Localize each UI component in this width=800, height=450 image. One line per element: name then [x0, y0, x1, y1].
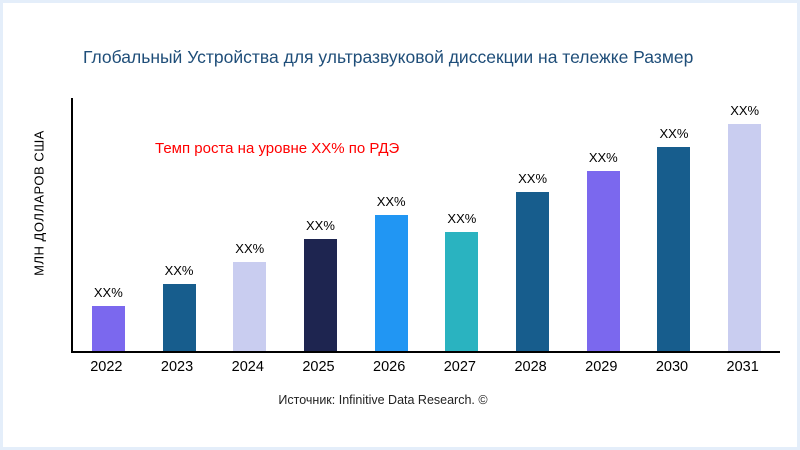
bar-slot: XX%	[639, 126, 710, 351]
bar-2026	[374, 215, 408, 351]
bar-2024	[233, 262, 267, 351]
source-text: Источник: Infinitive Data Research. ©	[278, 393, 488, 407]
bar-slot: XX%	[356, 194, 427, 351]
bar-2022	[91, 306, 125, 351]
x-tick-label-2027: 2027	[443, 359, 476, 375]
bar-slot: XX%	[497, 171, 568, 351]
x-tick-label-2028: 2028	[514, 359, 547, 375]
x-tick-label-2023: 2023	[160, 359, 194, 375]
bars-container: XX% XX% XX% XX% XX% XX% XX% XX% XX% XX%	[73, 98, 780, 351]
x-axis-labels: 2022 2023 2024 2025 2026 2027 2028 2029 2030 2031	[71, 359, 778, 375]
bar-value-label: XX%	[235, 241, 265, 256]
bar-value-label: XX%	[659, 126, 689, 141]
x-tick-label-2026: 2026	[373, 359, 406, 375]
bar-value-label: XX%	[164, 263, 194, 278]
x-tick-label-2030: 2030	[655, 359, 689, 375]
bar-2023	[162, 284, 196, 351]
x-tick-label-2024: 2024	[231, 359, 264, 375]
bar-slot: XX%	[73, 285, 144, 351]
bar-value-label: XX%	[730, 103, 760, 118]
bar-value-label: XX%	[518, 171, 548, 186]
y-axis-label: МЛН ДОЛЛАРОВ США	[31, 130, 47, 276]
x-tick-label-2022: 2022	[90, 359, 123, 375]
plot-area: Темп роста на уровне XX% по РДЭ XX% XX% XX…	[71, 98, 780, 353]
bar-2025	[303, 239, 337, 351]
bar-2027	[445, 232, 479, 351]
bar-slot: XX%	[568, 150, 639, 351]
bar-value-label: XX%	[588, 150, 618, 165]
bar-2029	[586, 171, 620, 351]
x-tick-label-2031: 2031	[726, 359, 759, 375]
x-tick-label-2025: 2025	[302, 359, 335, 375]
bar-value-label: XX%	[447, 211, 477, 226]
bar-2030	[657, 147, 691, 351]
bar-slot: XX%	[214, 241, 285, 351]
bar-2031	[728, 124, 762, 351]
bar-slot: XX%	[427, 211, 498, 351]
bar-value-label: XX%	[93, 285, 123, 300]
bar-slot: XX%	[709, 103, 780, 351]
bar-value-label: XX%	[376, 194, 406, 209]
bar-slot: XX%	[285, 218, 356, 351]
bar-2028	[516, 192, 550, 351]
growth-annotation: Темп роста на уровне XX% по РДЭ	[155, 140, 400, 157]
bar-slot: XX%	[144, 263, 215, 351]
x-tick-label-2029: 2029	[585, 359, 618, 375]
chart-title: Глобальный Устройства для ультразвуковой…	[83, 47, 694, 67]
bar-value-label: XX%	[306, 218, 335, 233]
